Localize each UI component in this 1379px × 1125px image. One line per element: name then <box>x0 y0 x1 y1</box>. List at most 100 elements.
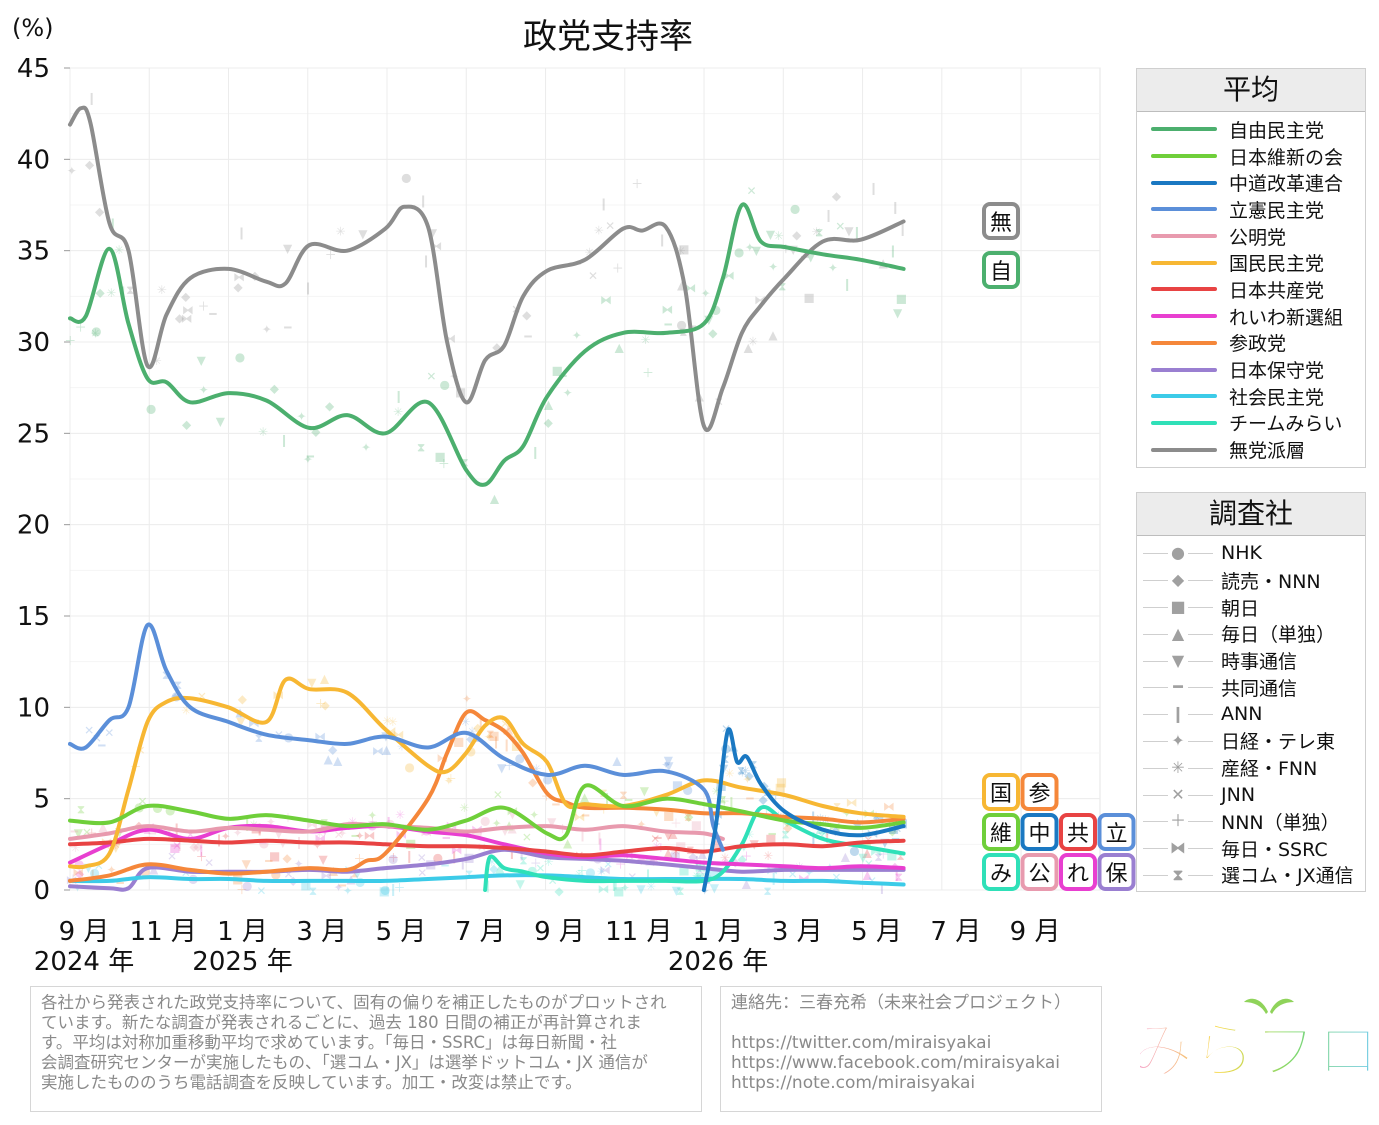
poll-point: ❙ <box>769 871 779 885</box>
series-tag-label: み <box>990 862 1012 887</box>
poll-point: ◆ <box>738 852 748 866</box>
poll-point: ⧓ <box>883 800 895 814</box>
average-legend-item: 立憲民主党 <box>1137 196 1365 223</box>
poll-point: ✳ <box>382 714 392 728</box>
poll-point: ● <box>91 324 101 338</box>
twitter-link[interactable]: https://twitter.com/miraisyakai <box>731 1033 992 1053</box>
series-tag: 立 <box>1097 813 1136 851</box>
x-year-label: 2025 年 <box>192 947 292 977</box>
average-legend-item: チームみらい <box>1137 410 1365 437</box>
poll-point: ◆ <box>492 340 502 354</box>
poll-point: ━ <box>442 831 451 845</box>
poll-point: ■ <box>708 866 719 880</box>
facebook-link[interactable]: https://www.facebook.com/miraisyakai <box>731 1053 1061 1073</box>
series-tag-box <box>982 202 1020 240</box>
poll-point: ✳ <box>574 868 584 882</box>
pollster-label: 時事通信 <box>1221 651 1298 674</box>
note-link[interactable]: https://note.com/miraisyakai <box>731 1073 976 1093</box>
poll-point: ❙ <box>88 868 98 882</box>
poll-point: ✳ <box>114 243 124 257</box>
poll-point: ◆ <box>175 311 185 325</box>
poll-point: ＋ <box>642 366 654 380</box>
poll-point: ❙ <box>726 795 736 809</box>
poll-point: ❙ <box>657 233 667 247</box>
poll-point: ✳ <box>646 880 656 894</box>
pollster-label: NHK <box>1221 542 1262 565</box>
poll-point: ✦ <box>343 884 353 898</box>
poll-point: ◆ <box>282 851 292 865</box>
poll-point: ✳ <box>347 815 357 829</box>
poll-point: ✕ <box>197 689 207 703</box>
poll-point: ━ <box>97 738 106 752</box>
poll-point: ＋ <box>576 864 588 878</box>
poll-point: ❙ <box>418 194 428 208</box>
poll-point: ✳ <box>336 225 346 239</box>
legend-label: 自由民主党 <box>1229 119 1325 142</box>
pollster-marker-icon: ◆ <box>1143 570 1213 591</box>
poll-point: ▼ <box>516 877 526 891</box>
pollster-legend-item: ✦ 日経・テレ東 <box>1137 728 1365 755</box>
pollster-marker-icon: ＋ <box>1143 811 1213 832</box>
pollster-legend-item: ■ 朝日 <box>1137 594 1365 621</box>
poll-point: ● <box>242 879 252 893</box>
poll-point: ✕ <box>417 866 427 880</box>
poll-point: ━ <box>70 825 79 839</box>
series-tag-label: 公 <box>1028 862 1050 887</box>
poll-point: ＋ <box>740 850 752 864</box>
legend-swatch <box>1151 340 1217 345</box>
poll-point: ⧓ <box>600 293 612 307</box>
poll-point: ◆ <box>473 720 483 734</box>
poll-point: ✕ <box>185 828 195 842</box>
poll-point: ⧓ <box>372 744 384 758</box>
x-year-label: 2026 年 <box>668 947 768 977</box>
poll-point: ■ <box>613 884 624 898</box>
poll-point: ✳ <box>111 838 121 852</box>
poll-point: ⧓ <box>573 810 585 824</box>
pollster-legend-title: 調査社 <box>1137 493 1365 536</box>
poll-point: ✦ <box>67 164 77 178</box>
poll-point: ● <box>472 827 482 841</box>
poll-point: ━ <box>170 839 179 853</box>
poll-point: ✳ <box>748 334 758 348</box>
poll-point: ■ <box>434 450 445 464</box>
series-tag-box <box>982 853 1020 891</box>
poll-point: ⧗ <box>350 866 358 880</box>
series-tag-box <box>982 251 1020 289</box>
poll-point: ● <box>466 744 476 758</box>
pollster-marker-icon: ━ <box>1143 677 1213 698</box>
pollster-legend-item: ⧓ 毎日・SSRC <box>1137 835 1365 862</box>
poll-point: ⧗ <box>684 810 692 824</box>
poll-point: ❙ <box>643 868 653 882</box>
series-tag: 参 <box>1020 773 1059 811</box>
poll-point: ❙ <box>476 713 486 727</box>
poll-point: ◆ <box>85 158 95 172</box>
poll-point: ▲ <box>612 754 622 768</box>
poll-point: ❙ <box>404 849 414 863</box>
poll-point: ● <box>585 865 595 879</box>
poll-point: ▲ <box>744 340 754 354</box>
poll-point: ■ <box>488 729 499 743</box>
poll-point: ✳ <box>459 801 469 815</box>
x-tick-label: 7 月 <box>930 917 981 947</box>
poll-point: ■ <box>552 363 563 377</box>
poll-point: ⧗ <box>763 884 771 898</box>
poll-point: ⧗ <box>460 455 468 469</box>
grid <box>69 67 1101 891</box>
poll-point: ✦ <box>106 863 116 877</box>
poll-point: ◆ <box>270 381 280 395</box>
poll-point: ❙ <box>599 197 609 211</box>
poll-point: ❙ <box>822 829 832 843</box>
series-tag: 国 <box>982 773 1020 811</box>
average-legend-item: 日本保守党 <box>1137 356 1365 383</box>
poll-point: ＋ <box>445 772 457 786</box>
poll-point: ▲ <box>495 861 505 875</box>
pollster-legend-item: ✕ JNN <box>1137 781 1365 808</box>
poll-point: ◆ <box>182 417 192 431</box>
poll-point: ▼ <box>500 823 510 837</box>
poll-point: ❙ <box>236 226 246 240</box>
poll-point: ✳ <box>90 326 100 340</box>
poll-point: ✦ <box>333 881 343 895</box>
poll-point: ■ <box>776 775 787 789</box>
poll-point: ▼ <box>307 676 317 690</box>
poll-point: ✕ <box>94 859 104 873</box>
